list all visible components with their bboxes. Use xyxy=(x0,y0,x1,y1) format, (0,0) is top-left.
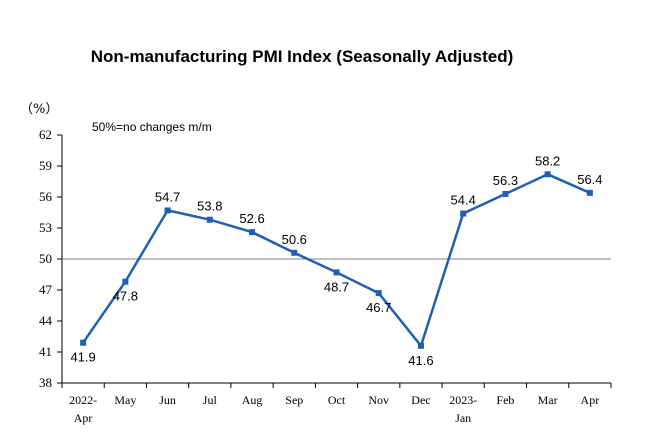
data-point xyxy=(375,290,382,297)
y-unit-label: （%） xyxy=(20,102,58,117)
data-label: 54.7 xyxy=(155,189,180,204)
data-label: 58.2 xyxy=(535,153,560,168)
y-tick-label: 62 xyxy=(39,127,52,142)
chart-note: 50%=no changes m/m xyxy=(92,120,212,134)
chart-title: Non-manufacturing PMI Index (Seasonally … xyxy=(91,47,514,66)
data-label: 56.3 xyxy=(493,173,518,188)
y-tick-label: 50 xyxy=(39,251,52,266)
x-tick-label: Aug xyxy=(242,393,263,407)
data-point xyxy=(417,342,424,349)
data-label: 48.7 xyxy=(324,279,349,294)
x-tick-label: Feb xyxy=(496,393,514,407)
data-label: 41.9 xyxy=(70,350,95,365)
data-point xyxy=(291,249,298,256)
y-tick-label: 44 xyxy=(39,313,53,328)
x-tick-label: Oct xyxy=(328,393,346,407)
y-axis-ticks: 38 41 44 47 50 53 56 59 62 xyxy=(39,127,62,390)
x-tick-label: Mar xyxy=(538,393,558,407)
y-tick-label: 38 xyxy=(39,375,52,390)
data-label: 41.6 xyxy=(408,353,433,368)
data-point xyxy=(544,171,551,178)
x-tick-label: Sep xyxy=(285,393,303,407)
data-label: 47.8 xyxy=(113,289,138,304)
x-tick-label: Jul xyxy=(203,393,218,407)
x-tick-label: 2023-Jan xyxy=(449,393,477,425)
data-point xyxy=(333,269,340,276)
data-point xyxy=(206,216,213,223)
data-point xyxy=(80,339,87,346)
data-label: 50.6 xyxy=(282,232,307,247)
x-tick-label: Apr xyxy=(581,393,600,407)
data-label: 53.8 xyxy=(197,199,222,214)
data-point xyxy=(249,229,256,236)
x-tick-label: Dec xyxy=(411,393,430,407)
x-axis-ticks: 2022-Apr May Jun Jul Aug Sep Oct Nov Dec 2023-Jan… xyxy=(61,383,612,425)
y-tick-label: 53 xyxy=(39,220,52,235)
data-point xyxy=(586,189,593,196)
x-tick-label: Jun xyxy=(159,393,176,407)
x-tick-label: 2022-Apr xyxy=(69,393,97,425)
data-label: 56.4 xyxy=(577,172,602,187)
data-point xyxy=(122,278,129,285)
data-label: 52.6 xyxy=(239,211,264,226)
data-label: 54.4 xyxy=(451,193,476,208)
data-point xyxy=(502,190,509,197)
data-point xyxy=(460,210,467,217)
y-tick-label: 41 xyxy=(39,344,52,359)
data-label: 46.7 xyxy=(366,300,391,315)
y-tick-label: 59 xyxy=(39,158,52,173)
y-tick-label: 47 xyxy=(39,282,53,297)
x-tick-label: May xyxy=(114,393,136,407)
data-points xyxy=(80,171,593,349)
y-tick-label: 56 xyxy=(39,189,53,204)
x-tick-label: Nov xyxy=(368,393,389,407)
data-labels: 41.9 47.8 54.7 53.8 52.6 50.6 48.7 46.7 41.6 54.4… xyxy=(70,153,602,368)
data-point xyxy=(164,207,171,214)
